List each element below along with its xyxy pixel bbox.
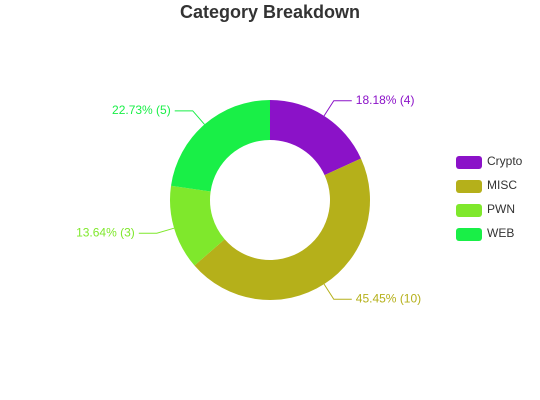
legend-label[interactable]: WEB xyxy=(487,226,514,240)
legend-swatch[interactable] xyxy=(456,228,482,241)
slice xyxy=(170,185,225,266)
slice xyxy=(171,100,270,192)
legend-label[interactable]: PWN xyxy=(487,202,515,216)
data-label: 18.18% (4) xyxy=(356,93,415,107)
leader-line xyxy=(323,283,352,300)
legend-label[interactable]: MISC xyxy=(487,178,517,192)
slice xyxy=(270,100,361,176)
leader-line xyxy=(174,110,205,125)
legend-swatch[interactable] xyxy=(456,156,482,169)
legend-label[interactable]: Crypto xyxy=(487,154,523,168)
data-label: 45.45% (10) xyxy=(356,291,421,305)
legend-swatch[interactable] xyxy=(456,204,482,217)
data-label: 13.64% (3) xyxy=(76,225,135,239)
data-label: 22.73% (5) xyxy=(112,103,171,117)
chart-title: Category Breakdown xyxy=(180,2,360,22)
leader-line xyxy=(138,227,175,234)
slice xyxy=(194,158,370,300)
legend-swatch[interactable] xyxy=(456,180,482,193)
leader-line xyxy=(323,100,352,117)
